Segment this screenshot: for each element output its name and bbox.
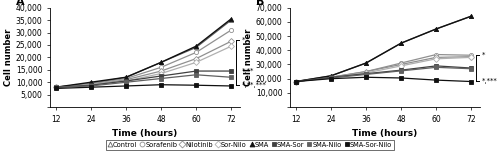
X-axis label: Time (hours): Time (hours)	[112, 129, 178, 138]
Text: *: *	[482, 52, 485, 58]
Text: *,**,***: *,**,***	[242, 82, 266, 88]
X-axis label: Time (hours): Time (hours)	[352, 129, 418, 138]
Y-axis label: Cell number: Cell number	[4, 29, 13, 86]
Y-axis label: Cell number: Cell number	[244, 29, 253, 86]
Text: B: B	[256, 0, 264, 7]
Text: *,**: *,**	[242, 68, 254, 74]
Legend: Control, Sorafenib, Nilotinib, Sor-Nilo, SMA, SMA-Sor, SMA-Nilo, SMA-Sor-Nilo: Control, Sorafenib, Nilotinib, Sor-Nilo,…	[106, 140, 394, 150]
Text: *,***: *,***	[482, 78, 497, 84]
Text: *: *	[242, 37, 245, 43]
Text: A: A	[16, 0, 24, 7]
